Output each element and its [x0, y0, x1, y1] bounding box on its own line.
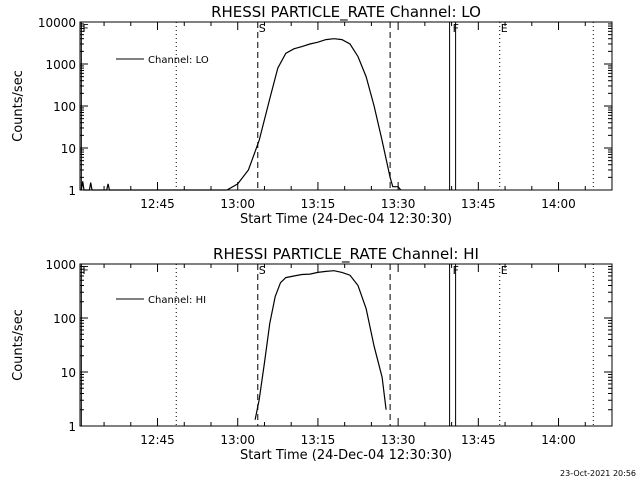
chart-2-y-tick-label: 1: [68, 420, 76, 434]
chart-1-marker-label: F: [453, 22, 459, 35]
chart-1-x-tick-label: 14:00: [541, 197, 576, 211]
chart-2-marker-label: F: [453, 264, 459, 277]
chart-1-marker-label: S: [259, 22, 266, 35]
chart-1-y-tick-label: 10000: [38, 16, 76, 30]
chart-2-y-axis-label: Counts/sec: [11, 309, 26, 381]
chart-2-marker-label: E: [501, 264, 508, 277]
chart-2-legend-label: Channel: HI: [148, 295, 206, 306]
chart-1-marker-label: F: [82, 22, 88, 35]
chart-1-x-tick-label: 13:00: [220, 197, 255, 211]
chart-2-y-tick-label: 10: [61, 366, 76, 380]
chart-1-y-tick-label: 100: [53, 100, 76, 114]
plot-timestamp: 23-Oct-2021 20:56: [560, 469, 636, 478]
chart-2-x-tick-label: 14:00: [541, 433, 576, 447]
chart-1-x-axis-label: Start Time (24-Dec-04 12:30:30): [240, 212, 452, 227]
chart-1-y-tick-label: 10: [61, 142, 76, 156]
chart-2-x-tick-label: 12:45: [140, 433, 175, 447]
chart-1-marker-label: E: [501, 22, 508, 35]
chart-1-x-tick-label: 13:30: [381, 197, 416, 211]
chart-1-x-tick-label: 12:45: [140, 197, 175, 211]
chart-2-x-tick-label: 13:45: [461, 433, 496, 447]
chart-2-x-tick-label: 13:15: [301, 433, 336, 447]
chart-2-title: RHESSI PARTICLE_RATE Channel: HI: [213, 245, 479, 264]
chart-1-y-axis-label: Counts/sec: [11, 70, 26, 142]
chart-1-title: RHESSI PARTICLE_RATE Channel: LO: [211, 3, 481, 22]
chart-2-x-tick-label: 13:30: [381, 433, 416, 447]
chart-2-x-tick-label: 13:00: [220, 433, 255, 447]
chart-2-marker-label: F: [82, 264, 88, 277]
chart-1-series-line: [80, 38, 402, 191]
chart-2-series-line: [254, 270, 387, 420]
chart-1-x-tick-label: 13:45: [461, 197, 496, 211]
chart-2-marker-label: S: [259, 264, 266, 277]
chart-1-y-tick-label: 1000: [45, 58, 76, 72]
chart-1-y-tick-label: 1: [68, 184, 76, 198]
chart-2-frame: [79, 263, 613, 427]
chart-2-y-tick-label: 1000: [45, 258, 76, 272]
chart-1-legend-label: Channel: LO: [148, 55, 209, 66]
chart-2-y-tick-label: 100: [53, 312, 76, 326]
chart-2-x-axis-label: Start Time (24-Dec-04 12:30:30): [240, 448, 452, 463]
chart-1-x-tick-label: 13:15: [301, 197, 336, 211]
